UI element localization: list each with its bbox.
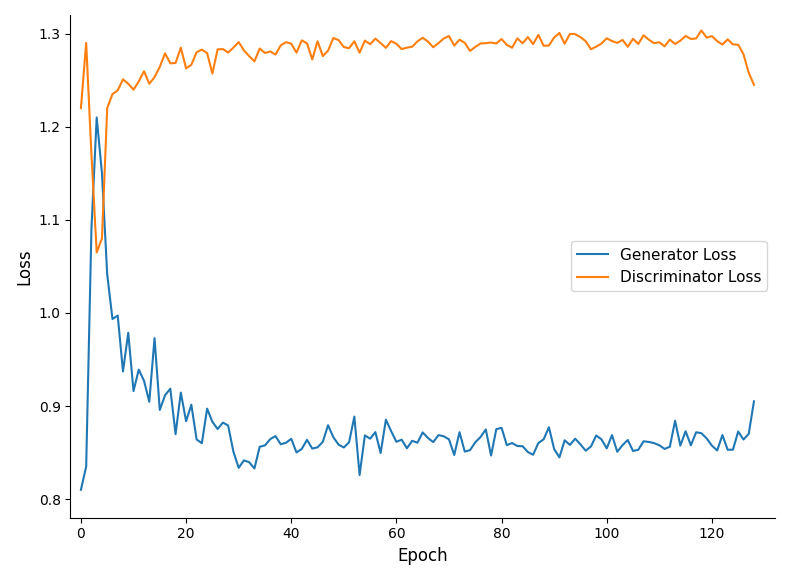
Discriminator Loss — [113, 87, 122, 94]
Discriminator Loss — [697, 27, 706, 34]
Generator Loss — [481, 426, 491, 433]
Generator Loss — [671, 417, 680, 424]
Discriminator Loss — [612, 39, 622, 46]
X-axis label: Epoch: Epoch — [397, 547, 448, 565]
Discriminator Loss — [76, 104, 85, 111]
Discriminator Loss — [92, 249, 101, 256]
Discriminator Loss — [749, 81, 758, 88]
Generator Loss — [749, 398, 758, 405]
Discriminator Loss — [265, 48, 275, 55]
Legend: Generator Loss, Discriminator Loss: Generator Loss, Discriminator Loss — [571, 241, 767, 291]
Generator Loss — [113, 312, 122, 319]
Generator Loss — [92, 114, 101, 121]
Discriminator Loss — [481, 39, 491, 46]
Line: Discriminator Loss: Discriminator Loss — [81, 31, 754, 252]
Generator Loss — [612, 448, 622, 455]
Discriminator Loss — [671, 41, 680, 48]
Generator Loss — [265, 436, 275, 443]
Generator Loss — [434, 432, 443, 438]
Discriminator Loss — [434, 39, 443, 46]
Y-axis label: Loss: Loss — [15, 248, 33, 285]
Line: Generator Loss: Generator Loss — [81, 117, 754, 490]
Generator Loss — [76, 486, 85, 493]
